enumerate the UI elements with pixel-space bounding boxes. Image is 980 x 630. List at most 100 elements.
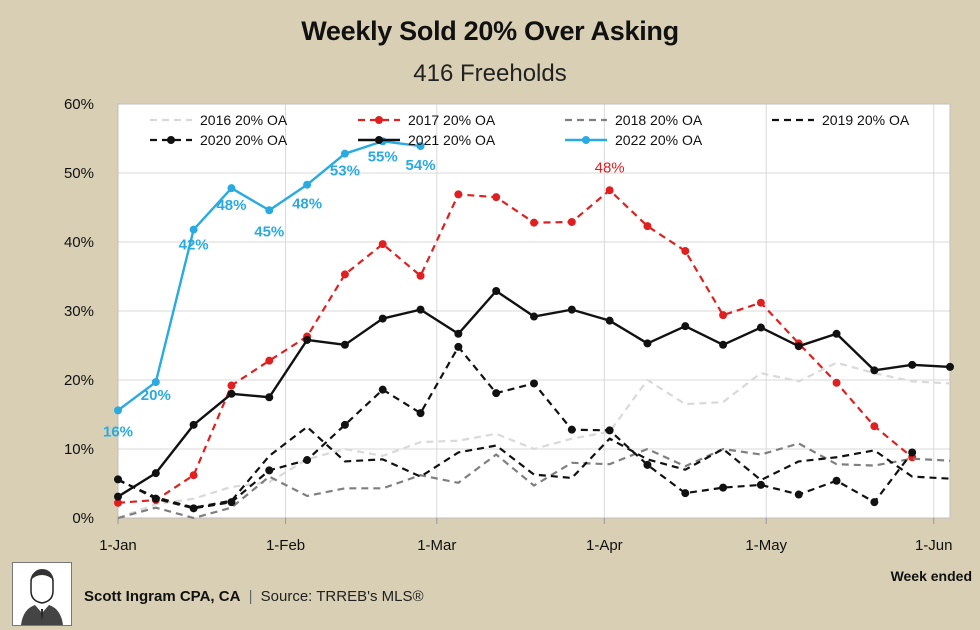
data-labels: 48% 16% 20% 42% 48% 45% 48% 53% 55% 54% xyxy=(103,148,625,440)
y-axis-ticks: 0% 10% 20% 30% 40% 50% 60% xyxy=(64,96,94,527)
data-point xyxy=(189,504,198,513)
data-point xyxy=(227,389,236,398)
data-point xyxy=(946,362,954,371)
legend-marker xyxy=(582,136,590,144)
data-point xyxy=(189,471,198,480)
data-point xyxy=(227,498,236,507)
data-point xyxy=(378,314,387,323)
data-label: 53% xyxy=(330,163,360,180)
data-point xyxy=(719,311,728,320)
legend-label: 2018 20% OA xyxy=(615,112,703,128)
data-point xyxy=(340,340,349,349)
data-point xyxy=(492,193,501,202)
chart-title: Weekly Sold 20% Over Asking xyxy=(301,16,679,46)
data-label: 48% xyxy=(292,196,322,213)
data-label: 16% xyxy=(103,423,133,440)
legend-marker xyxy=(167,136,175,144)
legend-marker xyxy=(375,136,383,144)
data-point xyxy=(416,271,425,280)
data-point xyxy=(832,476,841,485)
data-point xyxy=(378,385,387,394)
data-label: 48% xyxy=(595,159,625,176)
author-name: Scott Ingram CPA, CA xyxy=(84,588,241,605)
x-tick-label: 1-Jan xyxy=(99,537,137,554)
data-point xyxy=(870,422,879,431)
data-label: 54% xyxy=(406,157,436,174)
data-point xyxy=(492,389,501,398)
plot-border xyxy=(117,103,951,519)
data-point xyxy=(265,206,274,215)
data-point xyxy=(719,483,728,492)
series-line xyxy=(117,442,951,520)
y-tick-label: 20% xyxy=(64,372,94,389)
data-point xyxy=(340,420,349,429)
credit-separator: | xyxy=(248,588,253,605)
legend: 2016 20% OA 2017 20% OA 2018 20% OA 2019 20… xyxy=(150,112,910,148)
legend-label: 2021 20% OA xyxy=(408,132,496,148)
data-label: 45% xyxy=(254,223,284,240)
data-point xyxy=(416,142,425,151)
data-point xyxy=(151,378,160,387)
footer: Scott Ingram CPA, CA | Source: TRREB's M… xyxy=(0,553,980,630)
data-point xyxy=(605,316,614,325)
legend-label: 2019 20% OA xyxy=(822,112,910,128)
data-point xyxy=(416,305,425,314)
data-point xyxy=(756,323,765,332)
legend-label: 2022 20% OA xyxy=(615,132,703,148)
data-point xyxy=(643,339,652,348)
series-line xyxy=(117,189,913,504)
data-point xyxy=(378,240,387,249)
data-point xyxy=(605,186,614,195)
data-point xyxy=(719,340,728,349)
y-tick-label: 0% xyxy=(72,510,94,527)
data-point xyxy=(908,448,917,457)
data-point xyxy=(340,149,349,158)
data-point xyxy=(454,342,463,351)
data-point xyxy=(227,184,236,193)
data-point xyxy=(151,469,160,478)
series-lines xyxy=(114,137,954,520)
data-point xyxy=(530,379,538,388)
series-line xyxy=(117,361,951,520)
data-point xyxy=(567,217,576,226)
y-tick-label: 50% xyxy=(64,165,94,182)
data-label: 55% xyxy=(368,148,398,165)
data-point xyxy=(454,190,463,199)
data-point xyxy=(681,246,690,255)
x-axis-label: Week ended xyxy=(890,568,972,584)
chart-subtitle: 416 Freeholds xyxy=(413,60,567,87)
line-chart: 0% 10% 20% 30% 40% 50% 60% 1-Jan 1-Feb 1-Mar 1-Ap… xyxy=(64,96,954,554)
data-point xyxy=(605,426,614,435)
data-point xyxy=(114,406,122,415)
data-point xyxy=(303,180,312,189)
legend-marker xyxy=(375,116,383,124)
data-point xyxy=(189,420,198,429)
x-tick-label: 1-Feb xyxy=(266,537,305,554)
data-point xyxy=(189,225,198,234)
data-label: 20% xyxy=(141,387,171,404)
data-point xyxy=(756,298,765,307)
credit-line: Scott Ingram CPA, CA | Source: TRREB's M… xyxy=(84,588,424,605)
data-point xyxy=(832,329,841,338)
data-point xyxy=(681,322,690,331)
series-line xyxy=(117,425,951,509)
data-point xyxy=(416,409,425,418)
x-tick-label: 1-Apr xyxy=(586,537,623,554)
data-point xyxy=(870,498,879,507)
data-point xyxy=(794,342,803,351)
data-point xyxy=(303,456,312,465)
author-portrait xyxy=(12,562,72,626)
legend-label: 2017 20% OA xyxy=(408,112,496,128)
data-point xyxy=(643,460,652,469)
data-point xyxy=(832,378,841,387)
data-point xyxy=(265,393,274,402)
data-point xyxy=(227,381,236,390)
data-point xyxy=(114,492,122,501)
data-point xyxy=(265,466,274,475)
data-point xyxy=(530,312,538,321)
data-point xyxy=(870,366,879,375)
data-point xyxy=(454,329,463,338)
y-tick-label: 60% xyxy=(64,96,94,113)
data-point xyxy=(340,270,349,279)
data-point xyxy=(567,425,576,434)
